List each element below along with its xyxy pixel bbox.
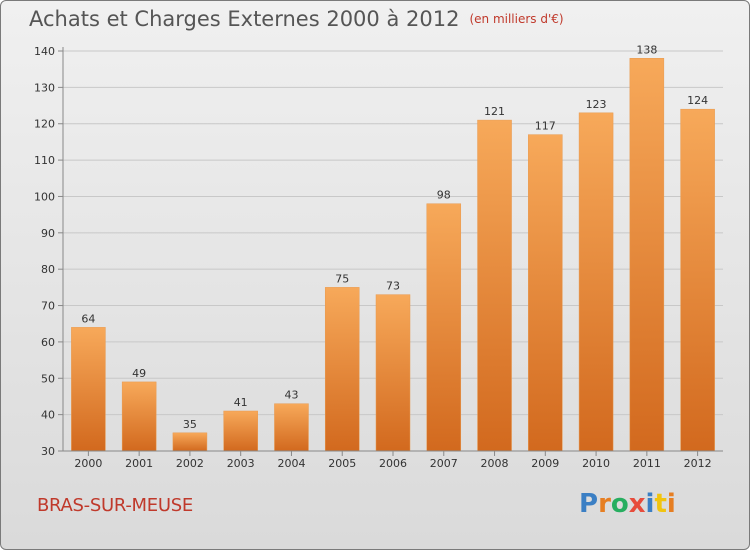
y-axis-ticks: 30 40 50 60 70 80 90 100 110 120 130 140 (34, 45, 63, 458)
y-tick-label: 140 (34, 45, 55, 58)
y-tick-label: 110 (34, 154, 55, 167)
x-tick-label: 2006 (379, 457, 407, 470)
x-tick-label: 2005 (328, 457, 356, 470)
y-tick-label: 80 (41, 263, 55, 276)
bars: 64 49 35 41 43 75 73 98 121 117 123 138 124 (71, 43, 715, 452)
chart-title-text: Achats et Charges Externes 2000 à 2012 (29, 7, 460, 31)
x-tick-label: 2007 (430, 457, 458, 470)
y-tick-label: 120 (34, 118, 55, 131)
chart-title: Achats et Charges Externes 2000 à 2012 (e… (29, 7, 564, 31)
chart-subtitle: (en milliers d'€) (469, 12, 564, 26)
x-tick-label: 2009 (531, 457, 559, 470)
y-tick-label: 60 (41, 336, 55, 349)
y-tick-label: 70 (41, 300, 55, 313)
x-tick-label: 2001 (125, 457, 153, 470)
bar-value-label: 98 (437, 189, 451, 202)
x-tick-label: 2004 (277, 457, 305, 470)
bar-value-label: 41 (234, 396, 248, 409)
bar-value-label: 121 (484, 105, 505, 118)
axes (62, 47, 723, 452)
bar (71, 327, 106, 452)
bar-value-label: 124 (687, 94, 708, 107)
bar-value-label: 138 (636, 43, 657, 56)
bar-value-label: 43 (284, 389, 298, 402)
bar (375, 294, 411, 452)
bar-value-label: 117 (535, 120, 556, 133)
y-tick-label: 100 (34, 190, 55, 203)
bar (172, 432, 208, 452)
bar (629, 58, 665, 452)
x-tick-label: 2012 (684, 457, 712, 470)
x-tick-label: 2008 (481, 457, 509, 470)
bar (324, 287, 360, 452)
bar-value-label: 123 (586, 98, 607, 111)
bar (426, 203, 462, 452)
bar (680, 108, 715, 452)
x-tick-label: 2003 (227, 457, 255, 470)
bar-value-label: 49 (132, 367, 146, 380)
bar (121, 381, 157, 452)
bar (274, 403, 309, 452)
bar-value-label: 35 (183, 418, 197, 431)
bar (477, 119, 512, 452)
bar (578, 112, 614, 452)
y-tick-label: 40 (41, 409, 55, 422)
x-tick-label: 2000 (74, 457, 102, 470)
commune-name: BRAS-SUR-MEUSE (37, 495, 193, 516)
y-tick-label: 90 (41, 227, 55, 240)
y-tick-label: 30 (41, 445, 55, 458)
bar (528, 134, 563, 452)
bar (223, 410, 258, 452)
x-tick-label: 2011 (633, 457, 661, 470)
y-tick-label: 130 (34, 81, 55, 94)
bar-value-label: 64 (81, 312, 95, 325)
proxiti-logo: Proxiti (579, 489, 676, 519)
y-tick-label: 50 (41, 372, 55, 385)
x-axis-ticks: 2000 2001 2002 2003 2004 2005 2006 2007 2008 2009… (74, 451, 712, 470)
x-tick-label: 2002 (176, 457, 204, 470)
bar-value-label: 75 (335, 272, 349, 285)
bar-value-label: 73 (386, 280, 400, 293)
x-tick-label: 2010 (582, 457, 610, 470)
